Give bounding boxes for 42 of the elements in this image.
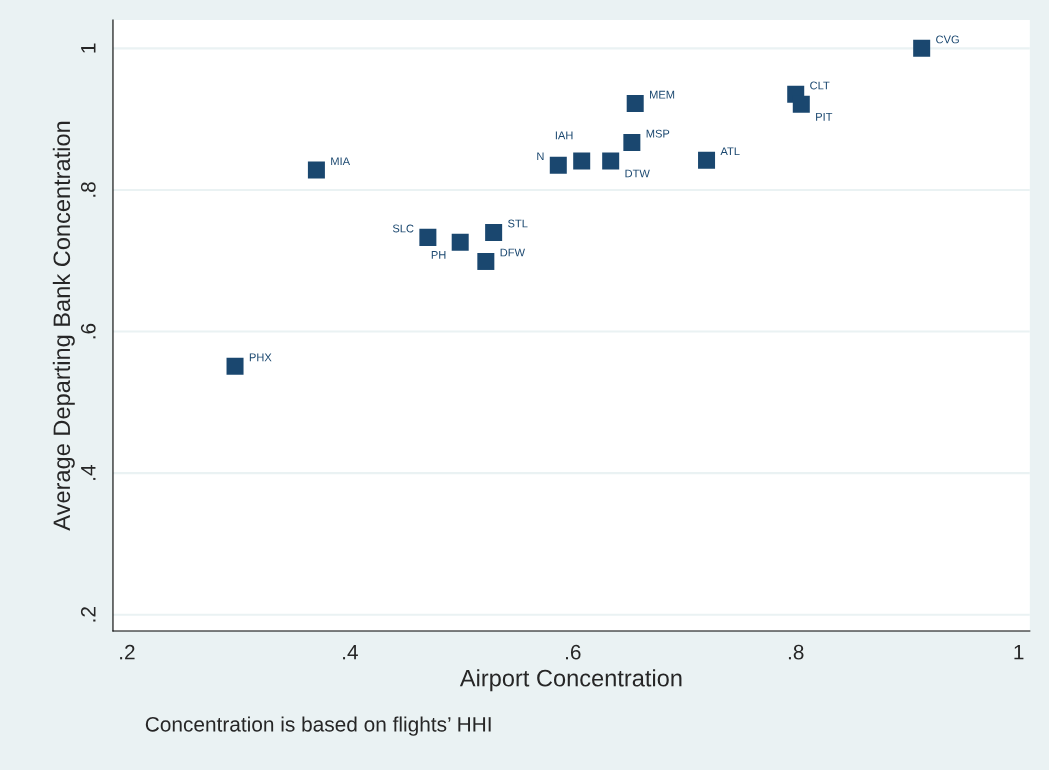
point (477, 252, 495, 270)
x-axis-title: Airport Concentration (459, 669, 682, 692)
point (626, 95, 644, 113)
point (419, 228, 437, 246)
annotation: MIA (331, 157, 351, 166)
point (623, 134, 641, 152)
point (226, 357, 244, 375)
text: Concentration is based on flights’ HHI (145, 716, 491, 736)
point (549, 156, 567, 174)
point (913, 39, 931, 57)
x-tick-label: 1 (1014, 644, 1024, 660)
annotation: SLC (392, 224, 414, 233)
annotation: DFW (500, 248, 525, 257)
annotation: PH (431, 251, 446, 259)
x-tick-label: .6 (566, 644, 581, 660)
y-tick-label: .2 (80, 607, 96, 622)
annotation: PIT (816, 113, 833, 121)
point (792, 95, 810, 113)
point (307, 161, 325, 179)
y-tick-label: .8 (80, 182, 96, 197)
annotation: DTW (625, 169, 650, 178)
point (451, 233, 469, 251)
y-axis-title: Average Departing Bank Concentration (52, 121, 75, 531)
x-tick-label: .4 (343, 644, 358, 660)
annotation: CVG (936, 35, 959, 44)
y-tick-label: 1 (81, 43, 96, 53)
annotation: MEM (650, 90, 675, 99)
point (485, 223, 503, 241)
y-tick-label: .4 (81, 465, 96, 480)
annotation: STL (508, 219, 528, 228)
annotation: ATL (720, 147, 740, 156)
y-tick-label: .6 (80, 323, 96, 339)
annotation: N (537, 152, 544, 161)
annotation: PHX (249, 353, 272, 362)
annotation: CLT (810, 81, 830, 90)
point (573, 152, 591, 170)
point (602, 152, 620, 170)
x-tick-label: .8 (788, 644, 804, 660)
annotation: MSP (646, 129, 670, 138)
point (698, 151, 716, 169)
annotation: IAH (555, 131, 573, 140)
x-tick-label: .2 (120, 644, 135, 660)
